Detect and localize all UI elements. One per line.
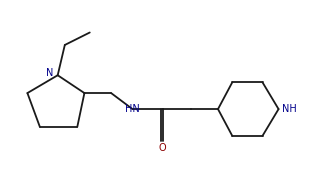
Text: N: N	[46, 69, 53, 78]
Text: NH: NH	[282, 104, 297, 114]
Text: HN: HN	[125, 104, 139, 114]
Text: O: O	[159, 142, 166, 153]
